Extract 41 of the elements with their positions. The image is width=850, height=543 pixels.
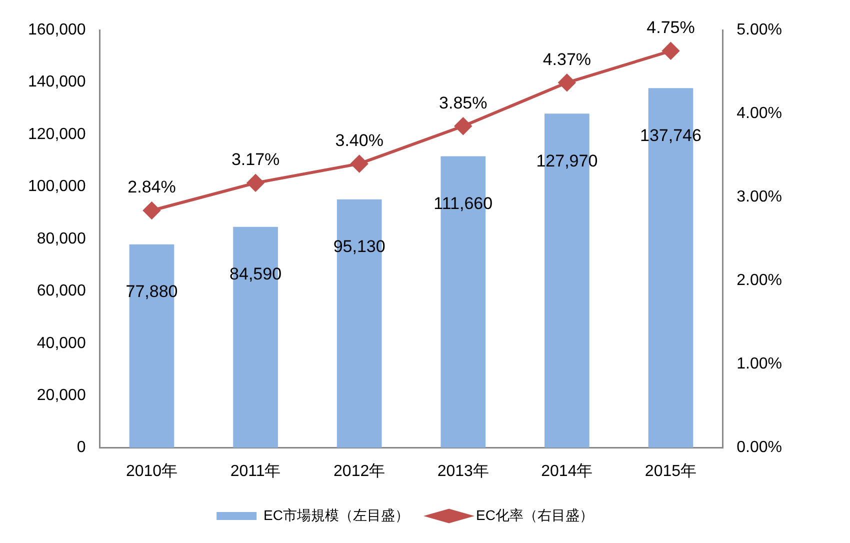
x-tick-label: 2015年 bbox=[644, 462, 697, 480]
y2-tick-label: 2.00% bbox=[736, 272, 782, 290]
y2-tick-label: 5.00% bbox=[736, 21, 782, 38]
y-tick-label: 120,000 bbox=[28, 126, 86, 143]
point bbox=[143, 202, 160, 219]
x-tick-label: 2014年 bbox=[541, 462, 593, 480]
y2-tick-label: 0.00% bbox=[736, 439, 782, 456]
data-label: 77,880 bbox=[126, 282, 178, 302]
x-tick-label: 2011年 bbox=[230, 462, 281, 480]
point bbox=[454, 118, 472, 135]
y-tick-label: 60,000 bbox=[36, 282, 86, 300]
data-label: 4.75% bbox=[646, 18, 695, 38]
y-tick-label: 160,000 bbox=[28, 21, 86, 38]
x-tick-label: 2013年 bbox=[437, 462, 489, 480]
y2-tick-label: 3.00% bbox=[736, 188, 782, 206]
data-label: 84,590 bbox=[230, 264, 282, 284]
data-label: 4.37% bbox=[542, 50, 592, 69]
data-label: 127,970 bbox=[536, 151, 598, 170]
point bbox=[350, 155, 368, 172]
legend-label: EC市場規模（左目盛） bbox=[264, 506, 410, 523]
legend-label: EC化率（右目盛） bbox=[476, 506, 594, 523]
y-tick-label: 20,000 bbox=[36, 386, 86, 404]
data-label: 3.40% bbox=[335, 130, 384, 150]
point bbox=[662, 42, 680, 60]
data-label: 3.17% bbox=[231, 150, 280, 170]
data-label: 137,746 bbox=[640, 126, 702, 145]
point bbox=[558, 74, 576, 92]
y-tick-label: 140,000 bbox=[28, 74, 86, 91]
x-tick-label: 2010年 bbox=[126, 462, 178, 480]
y-tick-label: 0 bbox=[76, 439, 86, 456]
y-tick-label: 40,000 bbox=[36, 334, 86, 352]
y2-tick-label: 4.00% bbox=[736, 104, 782, 122]
y-tick-label: 100,000 bbox=[28, 178, 86, 196]
y-tick-label: 80,000 bbox=[36, 230, 86, 248]
y2-tick-label: 1.00% bbox=[736, 356, 782, 373]
data-label: 3.85% bbox=[439, 93, 488, 112]
data-label: 95,130 bbox=[333, 237, 386, 256]
x-tick-label: 2012年 bbox=[334, 462, 386, 480]
data-label: 111,660 bbox=[434, 194, 493, 213]
data-label: 2.84% bbox=[128, 178, 176, 197]
point bbox=[247, 174, 264, 192]
